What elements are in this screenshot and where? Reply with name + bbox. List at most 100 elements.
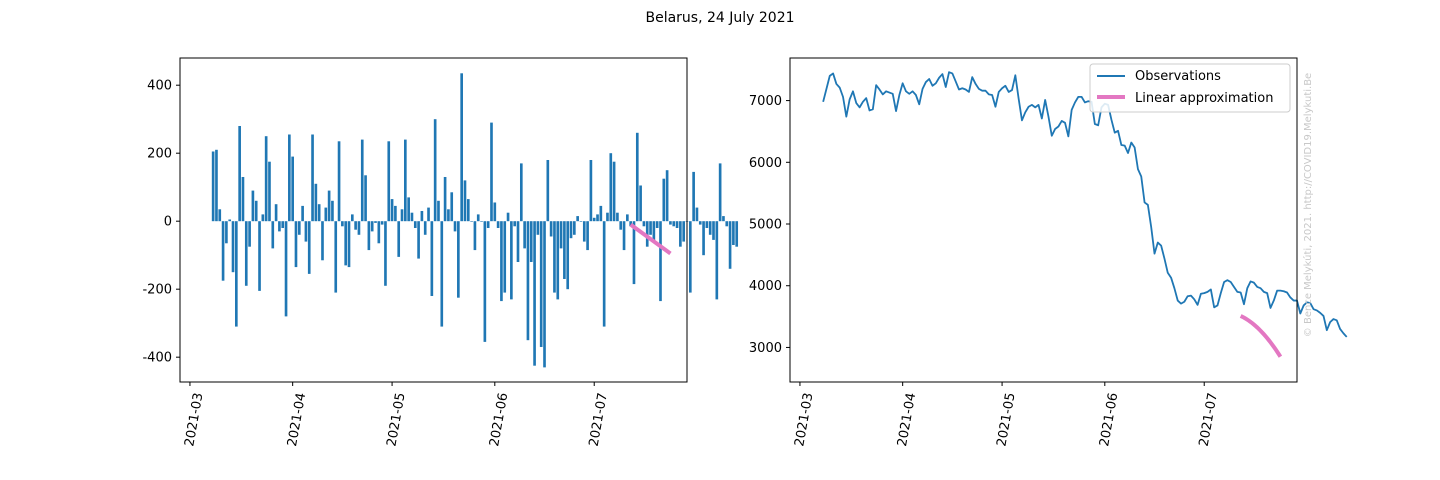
bar bbox=[549, 221, 553, 237]
bar bbox=[384, 221, 387, 286]
bar bbox=[427, 207, 430, 222]
bar bbox=[238, 125, 241, 222]
bar bbox=[470, 221, 473, 222]
bar bbox=[652, 221, 656, 242]
right-x-tick-label: 2021-06 bbox=[1097, 392, 1121, 448]
bar bbox=[582, 221, 586, 242]
bar-series bbox=[211, 73, 739, 368]
bar bbox=[688, 221, 692, 293]
bar bbox=[423, 221, 427, 235]
bar bbox=[529, 221, 533, 262]
bar bbox=[324, 207, 328, 222]
bar bbox=[599, 205, 603, 222]
bar bbox=[225, 221, 228, 244]
bar bbox=[473, 221, 477, 251]
bar bbox=[466, 199, 470, 222]
bar bbox=[675, 221, 679, 228]
bar bbox=[642, 221, 646, 227]
bar bbox=[235, 221, 238, 327]
approximation-curve bbox=[1239, 314, 1283, 358]
bar bbox=[645, 221, 649, 247]
bar bbox=[698, 221, 702, 225]
bar bbox=[496, 221, 500, 228]
bar bbox=[397, 221, 401, 257]
bar bbox=[307, 221, 311, 274]
bar bbox=[450, 192, 454, 222]
bar bbox=[211, 151, 215, 222]
bar bbox=[626, 214, 629, 222]
bar bbox=[728, 221, 732, 269]
bar bbox=[430, 221, 434, 296]
bar bbox=[350, 214, 354, 222]
bar bbox=[609, 153, 613, 222]
bar bbox=[635, 132, 639, 222]
right-y-tick-label: 3000 bbox=[749, 341, 782, 356]
bar bbox=[413, 221, 417, 228]
left-x-tick-label: 2021-04 bbox=[285, 392, 309, 448]
bar bbox=[519, 163, 523, 222]
left-y-tick-label: 200 bbox=[147, 147, 172, 162]
bar bbox=[301, 205, 304, 222]
bar bbox=[357, 221, 361, 235]
bar bbox=[215, 149, 218, 222]
bar bbox=[483, 221, 487, 342]
bar bbox=[440, 221, 444, 327]
bar bbox=[493, 202, 497, 222]
left-y-axis: -400 -200 0 200 400 bbox=[142, 79, 180, 366]
bar bbox=[490, 122, 493, 222]
bar bbox=[573, 221, 576, 235]
bar bbox=[344, 221, 348, 266]
legend-observations-label: Observations bbox=[1135, 69, 1221, 84]
bar bbox=[218, 209, 222, 222]
bar bbox=[702, 221, 705, 256]
left-x-tick-label: 2021-03 bbox=[182, 392, 206, 448]
bar bbox=[476, 214, 480, 222]
right-approximation-line bbox=[1239, 314, 1283, 358]
bar bbox=[543, 221, 546, 368]
approximation-segment bbox=[629, 222, 672, 256]
bar bbox=[679, 221, 682, 247]
bar bbox=[370, 221, 374, 232]
observations-line bbox=[822, 71, 1348, 338]
legend-box bbox=[1089, 63, 1291, 113]
left-y-tick-label: -200 bbox=[142, 283, 172, 298]
bar bbox=[347, 221, 351, 268]
bar bbox=[261, 214, 265, 222]
bar bbox=[417, 221, 420, 259]
bar bbox=[453, 221, 457, 232]
bar bbox=[334, 221, 338, 293]
bar bbox=[672, 221, 676, 227]
bar bbox=[268, 161, 271, 222]
bar bbox=[486, 221, 490, 228]
bar bbox=[377, 221, 381, 244]
bar bbox=[533, 221, 536, 366]
bar bbox=[655, 221, 659, 228]
bar bbox=[596, 214, 599, 222]
bar bbox=[274, 204, 278, 222]
bar bbox=[271, 221, 275, 249]
bar bbox=[715, 221, 719, 300]
right-y-axis: 3000 4000 5000 6000 7000 bbox=[749, 94, 790, 356]
bar bbox=[503, 221, 507, 293]
bar bbox=[443, 176, 447, 222]
right-y-tick-label: 5000 bbox=[749, 218, 782, 233]
bar bbox=[589, 159, 593, 222]
bar bbox=[241, 176, 245, 222]
bar bbox=[563, 221, 566, 279]
right-x-tick-label: 2021-07 bbox=[1197, 392, 1221, 448]
left-plot-frame bbox=[179, 57, 688, 383]
right-x-tick-label: 2021-04 bbox=[895, 392, 919, 448]
bar bbox=[536, 221, 540, 235]
right-y-tick-label: 6000 bbox=[749, 156, 782, 171]
bar bbox=[566, 221, 570, 290]
bar bbox=[360, 139, 364, 222]
bar bbox=[297, 221, 301, 235]
bar bbox=[510, 221, 513, 300]
bar bbox=[616, 212, 619, 222]
bar bbox=[244, 221, 248, 286]
left-x-tick-label: 2021-07 bbox=[587, 392, 611, 448]
bar bbox=[559, 221, 563, 249]
bar bbox=[331, 200, 334, 222]
bar bbox=[387, 141, 391, 222]
left-x-axis: 2021-03 2021-04 2021-05 2021-06 2021-07 bbox=[182, 382, 611, 448]
